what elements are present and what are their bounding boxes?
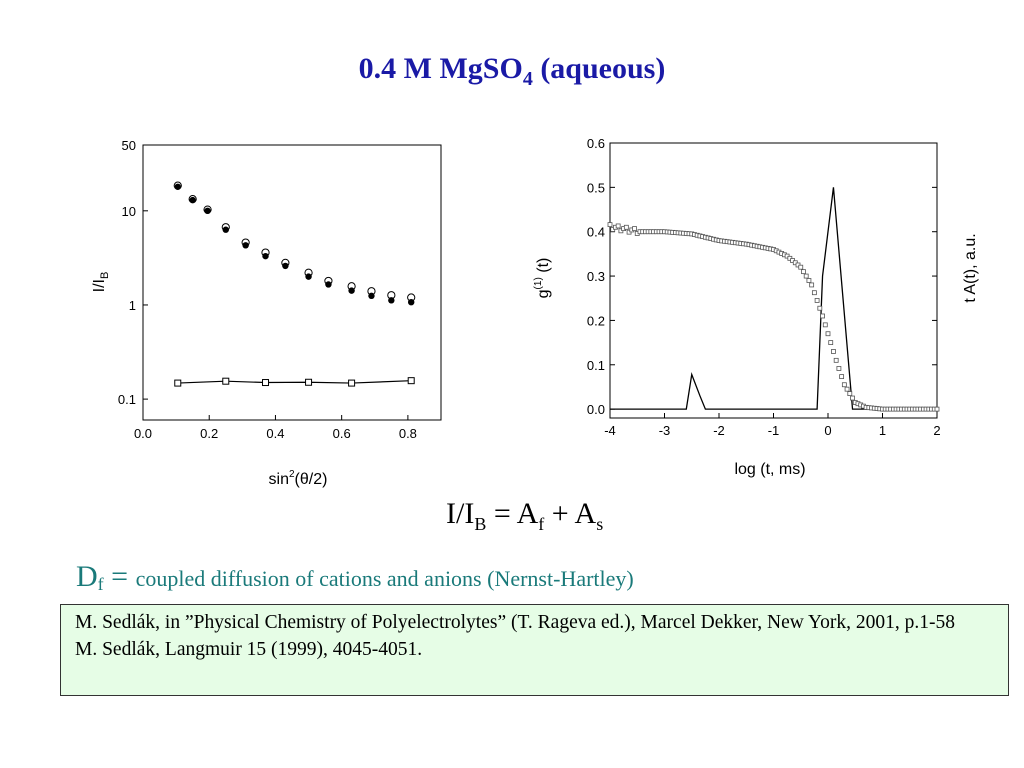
- x-tick-label: 0.4: [266, 426, 284, 441]
- y-tick-label: 0.2: [587, 313, 605, 328]
- y-tick-label: 0.3: [587, 269, 605, 284]
- y-tick-label: 50: [122, 138, 136, 153]
- intensity-formula: I/IB = Af + As: [446, 497, 604, 534]
- x-tick-label: -3: [659, 423, 671, 438]
- data-point-open: [367, 287, 376, 296]
- plot-frame: [142, 144, 442, 421]
- slide-title: 0.4 M MgSO4 (aqueous): [358, 52, 666, 90]
- references-box: M. Sedlák, in ”Physical Chemistry of Pol…: [60, 604, 1009, 696]
- x-tick-label: 0.0: [134, 426, 152, 441]
- correlation-point: [841, 382, 847, 388]
- x-axis-label: sin2(θ/2): [269, 469, 328, 488]
- correlation-point: [798, 264, 804, 270]
- correlation-point: [820, 313, 825, 319]
- df-description: coupled diffusion of cations and anions …: [135, 566, 634, 591]
- y-tick-label: 10: [122, 204, 136, 219]
- correlation-point: [836, 366, 842, 371]
- data-point-open: [304, 268, 313, 277]
- x-tick-label: -2: [713, 423, 725, 438]
- data-point-filled: [222, 226, 229, 233]
- correlation-point: [623, 224, 629, 230]
- x-tick-label: -1: [768, 423, 780, 438]
- data-point-open: [241, 238, 250, 247]
- correlation-point: [632, 226, 637, 232]
- correlation-point: [831, 349, 836, 354]
- data-point-square: [348, 379, 356, 387]
- data-point-square: [305, 378, 313, 386]
- series-line-A_s: [177, 380, 412, 384]
- correlation-point: [817, 305, 823, 311]
- correlation-point: [806, 278, 812, 283]
- data-point-filled: [204, 207, 211, 215]
- x-tick-label: -4: [604, 423, 616, 438]
- data-point-open: [173, 181, 182, 190]
- data-point-open: [387, 291, 396, 300]
- correlation-point: [833, 357, 839, 363]
- data-point-open: [261, 248, 270, 257]
- data-point-open: [188, 195, 197, 204]
- y-tick-label: 0.1: [587, 358, 605, 373]
- correlation-point: [844, 386, 850, 392]
- reference-item: M. Sedlák, in ”Physical Chemistry of Pol…: [75, 612, 955, 633]
- x-tick-label: 1: [879, 423, 886, 438]
- data-point-open: [347, 282, 356, 291]
- data-point-square: [222, 377, 230, 385]
- correlation-point: [803, 273, 809, 279]
- correlation-point: [615, 223, 621, 229]
- correlation-point: [822, 322, 828, 328]
- correlation-point: [801, 269, 806, 275]
- x-tick-label: 0.2: [200, 426, 218, 441]
- correlation-point: [839, 374, 845, 380]
- correlation-point: [825, 331, 831, 337]
- x-tick-label: 0.6: [333, 426, 351, 441]
- data-point-square: [262, 379, 270, 387]
- y-tick-label: 0.6: [587, 136, 605, 151]
- reference-item: M. Sedlák, Langmuir 15 (1999), 4045-4051…: [75, 639, 423, 660]
- y-tick-label: 0.0: [587, 402, 605, 417]
- data-point-square: [407, 377, 415, 385]
- data-point-open: [203, 205, 212, 214]
- data-point-filled: [348, 287, 355, 294]
- y-tick-label: 0.5: [587, 180, 605, 195]
- y-tick-label: 1: [129, 298, 136, 313]
- x-axis-label: log (t, ms): [734, 461, 805, 478]
- correlation-point: [934, 406, 940, 412]
- y-axis-label-right: t A(t), a.u.: [962, 233, 979, 302]
- correlation-point: [811, 290, 817, 296]
- data-point-filled: [189, 196, 196, 204]
- df-definition: Df = coupled diffusion of cations and an…: [76, 560, 634, 595]
- correlation-point: [850, 395, 855, 401]
- y-tick-label: 0.4: [587, 225, 605, 240]
- correlation-point: [814, 298, 820, 303]
- correlation-point: [607, 222, 613, 228]
- data-point-open: [221, 223, 230, 232]
- data-point-open: [407, 293, 416, 302]
- y-axis-label: g(1) (t): [533, 258, 552, 299]
- plot-frame: [609, 142, 938, 419]
- relaxation-distribution-line: [610, 187, 937, 410]
- x-tick-label: 2: [933, 423, 940, 438]
- data-point-filled: [282, 262, 289, 270]
- y-axis-label: I/IB: [91, 272, 111, 293]
- x-tick-label: 0.8: [399, 426, 417, 441]
- data-point-filled: [242, 242, 249, 249]
- correlation-point: [847, 391, 853, 397]
- data-point-open: [281, 258, 290, 267]
- correlation-point: [809, 282, 815, 288]
- y-tick-label: 0.1: [118, 392, 136, 407]
- data-point-filled: [174, 183, 181, 190]
- data-point-open: [324, 276, 333, 286]
- correlation-point: [828, 340, 834, 345]
- x-tick-label: 0: [824, 423, 831, 438]
- data-point-square: [174, 379, 182, 387]
